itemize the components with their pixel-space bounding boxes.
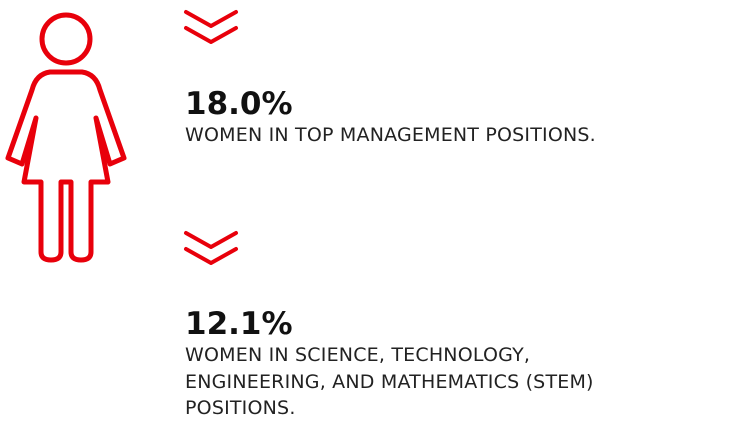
description-line: WOMEN IN SCIENCE, TECHNOLOGY, (185, 344, 531, 366)
stat-value: 18.0% (185, 86, 293, 122)
stat-description: WOMEN IN TOP MANAGEMENT POSITIONS. (185, 122, 596, 149)
description-line: ENGINEERING, AND MATHEMATICS (STEM) (185, 370, 594, 393)
stat-block: 12.1% WOMEN IN SCIENCE, TECHNOLOGY, ENGINE… (185, 306, 594, 422)
chevron-icon (184, 231, 238, 265)
stat-block: 18.0% WOMEN IN TOP MANAGEMENT POSITIONS. (185, 86, 596, 149)
stat-description: WOMEN IN SCIENCE, TECHNOLOGY, ENGINEERING… (185, 342, 594, 422)
description-line: WOMEN IN TOP MANAGEMENT POSITIONS. (185, 124, 596, 146)
stat-value: 12.1% (185, 306, 293, 342)
description-line: POSITIONS. (185, 397, 296, 419)
chevron-icon (184, 10, 238, 44)
woman-icon (5, 12, 127, 263)
